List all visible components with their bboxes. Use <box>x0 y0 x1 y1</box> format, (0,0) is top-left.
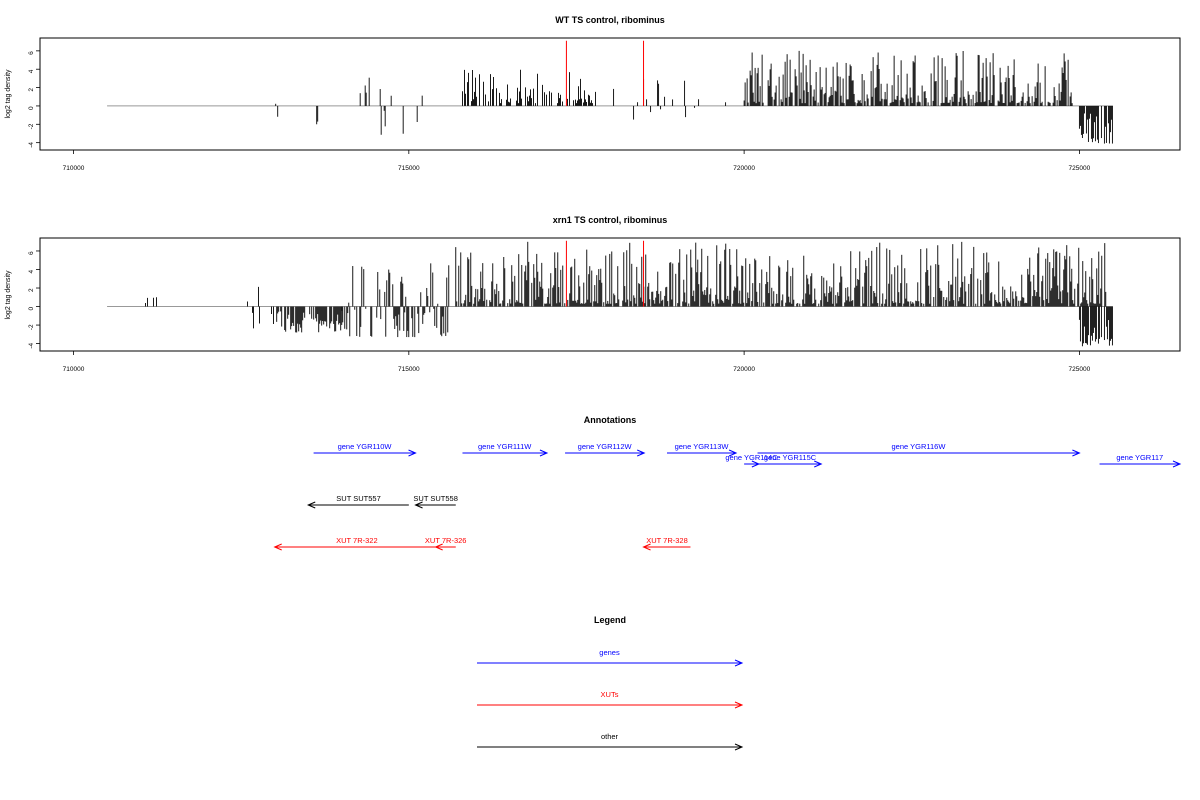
annotation-label: gene YGR115C <box>764 453 817 462</box>
legend-genes-label: genes <box>599 648 620 657</box>
wt-axes-layer: -4 -2 0 2 4 6 710000 715000 720000 725000 <box>28 50 1091 172</box>
wt-y-tick-label: 6 <box>28 51 35 55</box>
annotation-label: gene YGR116W <box>892 442 947 451</box>
annotations-panel: Annotations gene YGR110W gene YGR111W gene… <box>273 415 1182 551</box>
legend-arrowhead <box>734 743 744 751</box>
legend-title: Legend <box>594 615 626 625</box>
annotation-arrowhead <box>414 501 423 509</box>
annotation-label: gene YGR111W <box>478 442 532 451</box>
annotation-arrowhead <box>814 460 823 468</box>
annotation-arrowhead <box>539 449 549 457</box>
legend-other-label: other <box>601 732 619 741</box>
annotation-arrowhead <box>642 543 651 551</box>
annotation-arrowhead <box>306 501 316 509</box>
xrn1-y-tick-label: 4 <box>28 270 35 274</box>
annotation-label: gene YGR114C <box>725 453 778 462</box>
xrn1-track-panel: xrn1 TS control, ribominus log2 tag dens… <box>5 215 1181 373</box>
annotation-label: SUT SUT558 <box>413 494 457 503</box>
xrn1-y-tick-label: 6 <box>28 251 35 255</box>
wt-y-tick-label: 4 <box>28 69 35 73</box>
annotation-arrowhead <box>1072 449 1081 457</box>
xrn1-track-title: xrn1 TS control, ribominus <box>553 215 668 225</box>
wt-bars-layer <box>275 50 1113 144</box>
wt-y-tick-label: 0 <box>28 106 35 110</box>
xrn1-x-tick-label: 710000 <box>63 366 85 373</box>
annotation-arrowhead <box>728 449 738 457</box>
wt-x-tick-label: 715000 <box>398 165 420 172</box>
xrn1-bars-layer <box>145 241 1113 347</box>
xrn1-y-axis-label: log2 tag density <box>5 270 12 320</box>
annotation-arrowhead <box>408 449 417 457</box>
xrn1-y-tick-label: 0 <box>28 307 35 311</box>
annotation-arrowhead <box>273 543 282 551</box>
wt-x-tick-label: 720000 <box>733 165 755 172</box>
wt-x-tick-label: 710000 <box>63 165 85 172</box>
xrn1-y-tick-label: -4 <box>28 343 35 349</box>
legend-arrowhead <box>734 659 744 667</box>
annotation-label: XUT 7R-326 <box>425 536 467 545</box>
xrn1-x-tick-label: 720000 <box>733 366 755 373</box>
wt-plot-frame <box>39 37 1181 151</box>
xrn1-x-tick-label: 715000 <box>398 366 420 373</box>
legend-arrowhead <box>734 701 744 709</box>
wt-y-tick-label: 2 <box>28 88 35 92</box>
legend-xuts-label: XUTs <box>601 690 619 699</box>
annotation-label: XUT 7R-322 <box>336 536 378 545</box>
wt-track-panel: WT TS control, ribominus log2 tag densit… <box>5 15 1181 172</box>
xrn1-x-tick-label: 725000 <box>1069 366 1091 373</box>
wt-y-tick-label: -2 <box>28 123 35 129</box>
annotations-title: Annotations <box>584 415 637 425</box>
xrn1-markers-layer <box>565 240 645 307</box>
xrn1-axes-layer: -4 -2 0 2 4 6 710000 715000 720000 725000 <box>28 250 1091 373</box>
annotation-arrowhead <box>434 543 443 551</box>
annotation-label: gene YGR117 <box>1116 453 1163 462</box>
wt-track-title: WT TS control, ribominus <box>555 15 665 25</box>
wt-y-axis-label: log2 tag density <box>5 69 12 119</box>
wt-x-tick-label: 725000 <box>1069 165 1091 172</box>
xrn1-plot-frame <box>39 237 1181 352</box>
annotation-label: gene YGR112W <box>578 442 633 451</box>
legend-panel: Legend genes XUTs other <box>477 615 744 751</box>
xrn1-y-tick-label: 2 <box>28 288 35 292</box>
wt-markers-layer <box>565 40 645 106</box>
annotation-arrowhead <box>637 449 646 457</box>
annotation-label: SUT SUT557 <box>336 494 380 503</box>
annotation-label: gene YGR110W <box>338 442 393 451</box>
annotation-label: XUT 7R-328 <box>646 536 688 545</box>
annotation-label: gene YGR113W <box>675 442 730 451</box>
annotation-arrowhead <box>1172 460 1182 468</box>
wt-y-tick-label: -4 <box>28 142 35 148</box>
xrn1-y-tick-label: -2 <box>28 324 35 330</box>
